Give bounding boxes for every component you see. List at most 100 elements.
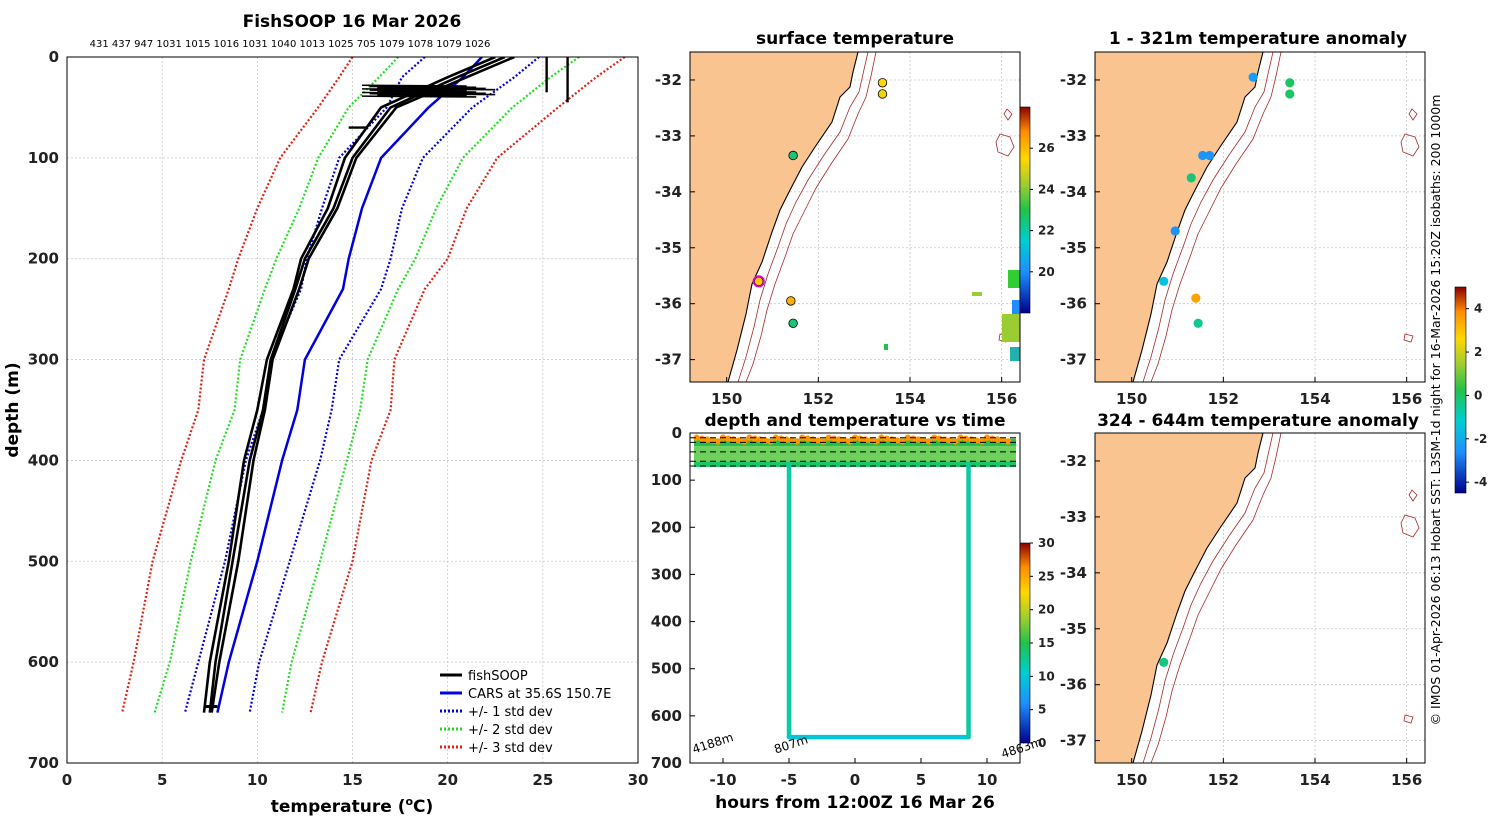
time-surface-sample (793, 438, 801, 445)
time-surface-sample (962, 435, 970, 442)
time-surface-sample (714, 438, 721, 445)
sst-ytick-label: -36 (655, 295, 682, 313)
profile-xtick-label: 30 (628, 771, 649, 789)
profile-xtick-label: 25 (532, 771, 553, 789)
anomaly-2-xtick-label: 154 (1299, 771, 1330, 789)
profile-xlabel: temperature (oC) (271, 795, 434, 817)
time-ytick-label: 200 (651, 518, 682, 536)
profile-series--1-std-dev (183, 57, 426, 713)
sst-colorbar-tick-label: 26 (1038, 141, 1055, 155)
anomaly-map-1-frame (1094, 51, 1426, 383)
anomaly-1-point (1193, 318, 1203, 328)
profile-legend: fishSOOP CARS at 35.6S 150.7E +/- 1 std … (440, 669, 611, 756)
profile-series--3-std-dev (121, 57, 354, 713)
time-surface-sample (830, 435, 838, 442)
profile-surface-noise (362, 84, 467, 87)
anomaly-map-2-panel: 324 - 644m temperature anomaly 150 152 154… (1060, 411, 1426, 789)
time-surface-sample (698, 435, 706, 442)
anomaly-2-ytick-label: -33 (1060, 508, 1087, 526)
sst-colorbar-tick-label: 24 (1038, 182, 1055, 196)
sst-point (788, 318, 798, 328)
anomaly-2-points (1159, 657, 1169, 667)
anomaly-2-ytick-label: -32 (1060, 452, 1087, 470)
time-surface-sample (983, 434, 991, 441)
sst-land (690, 52, 858, 382)
time-surface-sample (814, 437, 822, 444)
anomaly-2-ytick-label: -37 (1060, 732, 1087, 750)
time-surface-sample (846, 438, 853, 445)
time-band-upper (693, 446, 1017, 462)
time-ytick-label: 700 (651, 754, 682, 772)
profile-surface-noise (369, 92, 496, 96)
time-ytick-label: 400 (651, 613, 682, 631)
profile-xtick-label: 20 (437, 771, 458, 789)
anomaly-1-xtick-label: 152 (1208, 390, 1239, 408)
anomaly-1-ticks: 150 152 154 156 -32 -33 -34 -35 -36 -37 (1060, 71, 1422, 408)
time-surface-sample (725, 435, 732, 442)
time-colorbar-tick-label: 0 (1038, 736, 1046, 750)
profile-series-fishsoop-a (208, 57, 506, 713)
legend-label-std3: +/- 3 std dev (468, 741, 553, 756)
sst-patch-6 (884, 344, 888, 350)
time-xtick-label: 0 (850, 771, 860, 789)
time-ytick-label: 300 (651, 565, 682, 583)
time-colorbar-tick-label: 20 (1038, 603, 1055, 617)
anomaly-map-2-title: 324 - 644m temperature anomaly (1097, 411, 1419, 431)
anomaly-1-point (1204, 150, 1215, 161)
time-surface-sample (767, 438, 774, 445)
anomaly-1-point (1285, 89, 1295, 99)
profile-ytick-label: 0 (49, 48, 59, 66)
anomaly-1-island-1 (1408, 108, 1418, 121)
sst-map-title: surface temperature (756, 29, 954, 49)
anomaly-1-isobath-200 (1142, 52, 1274, 382)
time-surface-sample (740, 438, 748, 445)
profile-surface-noise (362, 91, 486, 95)
profile-ytick-label: 600 (28, 653, 59, 671)
anomaly-1-point (1285, 78, 1295, 88)
time-surface-sample (746, 434, 753, 441)
time-xlabel: hours from 12:00Z 16 Mar 26 (715, 793, 995, 813)
legend-label-cars: CARS at 35.6S 150.7E (468, 687, 611, 702)
profile-xtick-label: 10 (247, 771, 268, 789)
side-note: © IMOS 01-Apr-2026 06:13 Hobart SST: L3S… (1428, 95, 1443, 726)
profile-frame (66, 56, 639, 764)
sst-ticks: 150 152 154 156 -32 -33 -34 -35 -36 -37 (655, 71, 1017, 408)
time-xtick-label: 10 (977, 771, 998, 789)
profile-ylabel: depth (m) (3, 362, 23, 457)
profile-ytick-label: 100 (28, 149, 59, 167)
anomaly-colorbar-tick-label: -4 (1474, 475, 1487, 489)
anomaly-1-ytick-label: -34 (1060, 183, 1087, 201)
profile-title: FishSOOP 16 Mar 2026 (243, 12, 462, 32)
anomaly-map-2-frame (1094, 432, 1426, 764)
sst-patch-4 (1010, 347, 1020, 361)
sst-ytick-label: -37 (655, 351, 682, 369)
time-surface-sample (909, 435, 917, 442)
anomaly-2-ytick-label: -34 (1060, 564, 1087, 582)
profile-xtick-label: 15 (342, 771, 363, 789)
anomaly-1-xtick-label: 156 (1391, 390, 1422, 408)
profile-surface-noise (369, 89, 467, 92)
sst-ytick-label: -35 (655, 239, 682, 257)
profile-series--2-std-dev (153, 57, 399, 713)
sst-island-2 (995, 133, 1015, 157)
anomaly-1-point (1159, 276, 1169, 286)
time-surface-sample (820, 438, 827, 445)
time-ytick-label: 0 (672, 424, 682, 442)
profile-lines (121, 57, 626, 713)
sst-point (754, 276, 764, 287)
anomaly-1-ytick-label: -36 (1060, 295, 1087, 313)
anomaly-2-isobath-1000 (1150, 433, 1282, 763)
sst-map-panel: surface temperature (655, 29, 1055, 408)
anomaly-map-1-area (1095, 52, 1425, 382)
sst-patch-5 (972, 292, 982, 296)
anomaly-map-1-title: 1 - 321m temperature anomaly (1109, 29, 1407, 49)
sst-xtick-label: 156 (986, 390, 1017, 408)
anomaly-2-xtick-label: 150 (1116, 771, 1147, 789)
sst-xtick-label: 154 (894, 390, 925, 408)
sst-patch-3 (1002, 314, 1020, 342)
anomaly-1-land-group (1095, 52, 1420, 382)
profile-ytick-label: 200 (28, 250, 59, 268)
anomaly-2-ticks: 150 152 154 156 -32 -33 -34 -35 -36 -37 (1060, 452, 1422, 789)
sst-offshore-patches (884, 270, 1020, 361)
